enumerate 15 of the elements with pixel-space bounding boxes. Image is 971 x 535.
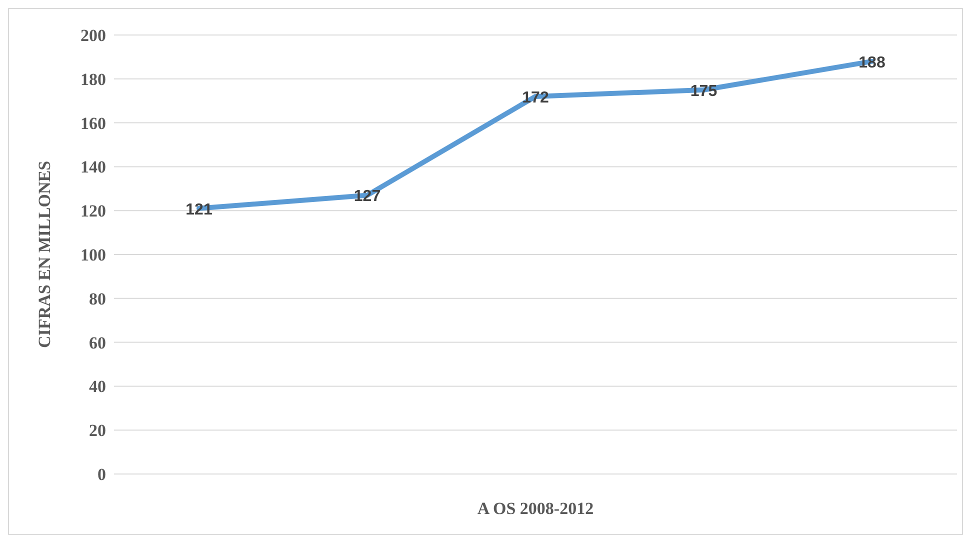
y-tick-label: 160 (80, 114, 106, 133)
y-tick-label: 20 (89, 421, 106, 440)
data-label: 188 (858, 54, 886, 72)
y-tick-label: 180 (80, 70, 106, 89)
x-axis-title: A OS 2008-2012 (477, 499, 594, 518)
y-tick-label: 100 (80, 246, 106, 265)
y-axis-title: CIFRAS EN MILLONES (35, 160, 54, 348)
y-tick-label: 60 (89, 333, 106, 352)
data-label: 175 (690, 82, 718, 100)
y-tick-label: 200 (80, 26, 106, 46)
y-tick-label: 140 (80, 158, 106, 177)
y-tick-label: 120 (80, 202, 106, 221)
y-tick-label: 80 (89, 289, 106, 308)
y-tick-label: 0 (98, 465, 106, 484)
y-tick-label: 40 (89, 377, 106, 396)
